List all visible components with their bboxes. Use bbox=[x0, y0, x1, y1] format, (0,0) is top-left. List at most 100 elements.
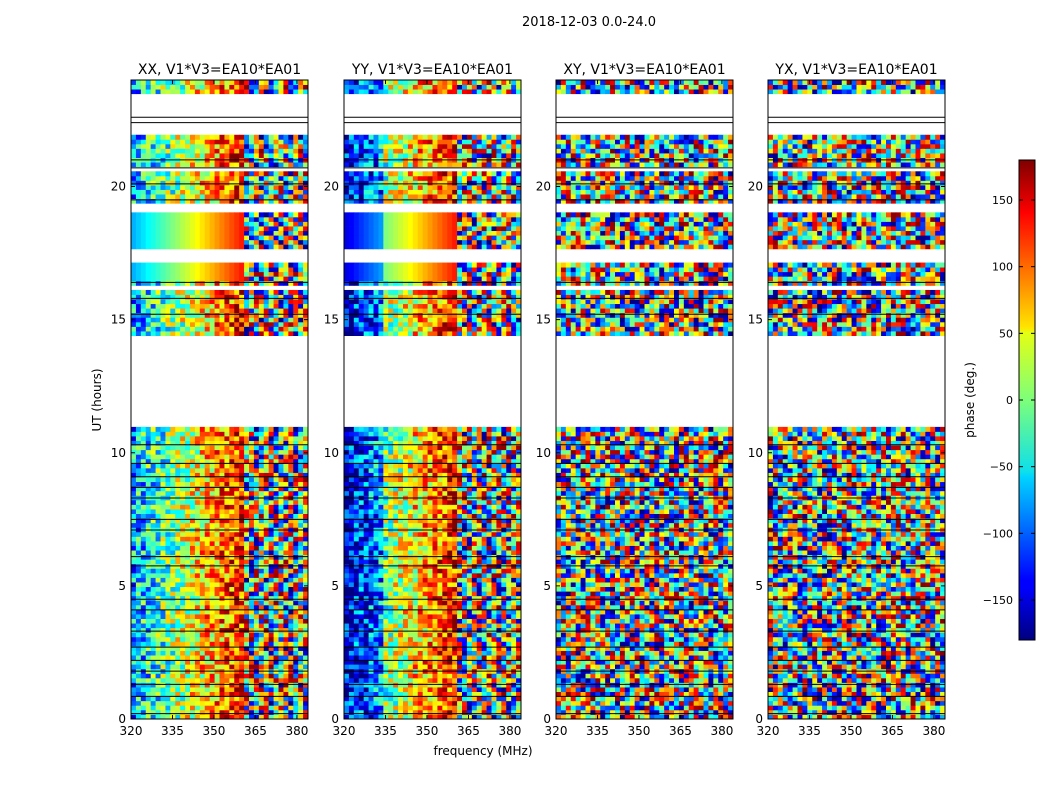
heatmap-cell bbox=[131, 604, 137, 610]
heatmap-cell bbox=[180, 673, 186, 679]
heatmap-cell bbox=[219, 536, 225, 542]
heatmap-cell bbox=[501, 632, 507, 638]
heatmap-cell bbox=[442, 572, 448, 578]
heatmap-cell bbox=[273, 554, 279, 560]
heatmap-cell bbox=[298, 271, 304, 277]
heatmap-cell bbox=[471, 586, 478, 592]
heatmap-cell bbox=[293, 477, 299, 483]
heatmap-cell bbox=[185, 80, 191, 85]
heatmap-cell bbox=[388, 609, 394, 615]
heatmap-cell bbox=[407, 645, 414, 651]
heatmap-cell bbox=[288, 267, 294, 273]
heatmap-cell bbox=[268, 198, 274, 204]
heatmap-cell bbox=[268, 705, 274, 711]
heatmap-cell bbox=[432, 623, 438, 629]
heatmap-cell bbox=[268, 673, 274, 679]
heatmap-cell bbox=[160, 426, 166, 432]
heatmap-cell bbox=[258, 235, 265, 241]
heatmap-cell bbox=[214, 659, 220, 665]
heatmap-cell bbox=[452, 687, 458, 693]
heatmap-cell bbox=[344, 632, 350, 638]
heatmap-cell bbox=[476, 659, 483, 665]
heatmap-cell bbox=[253, 134, 260, 140]
heatmap-cell bbox=[209, 463, 215, 469]
heatmap-cell bbox=[298, 499, 304, 505]
heatmap-cell bbox=[293, 568, 299, 574]
heatmap-cell bbox=[155, 198, 161, 204]
heatmap-cell bbox=[160, 540, 166, 546]
heatmap-cell bbox=[140, 659, 147, 665]
heatmap-cell bbox=[491, 577, 497, 583]
heatmap-cell bbox=[239, 591, 245, 597]
heatmap-cell bbox=[194, 586, 201, 592]
heatmap-cell bbox=[155, 709, 161, 715]
heatmap-cell bbox=[363, 577, 369, 583]
heatmap-cell bbox=[239, 682, 245, 688]
heatmap-cell bbox=[263, 235, 270, 241]
heatmap-cell bbox=[214, 559, 220, 565]
heatmap-cell bbox=[194, 321, 201, 327]
heatmap-cell bbox=[219, 175, 225, 181]
heatmap-cell bbox=[185, 467, 191, 473]
heatmap-cell bbox=[175, 705, 181, 711]
heatmap-cell bbox=[511, 709, 517, 715]
heatmap-cell bbox=[263, 691, 270, 697]
heatmap-cell bbox=[278, 696, 284, 702]
heatmap-cell bbox=[239, 226, 245, 232]
heatmap-cell bbox=[358, 677, 365, 683]
heatmap-cell bbox=[244, 709, 250, 715]
heatmap-cell bbox=[190, 691, 196, 697]
heatmap-cell bbox=[268, 559, 274, 565]
heatmap-cell bbox=[199, 540, 206, 546]
heatmap-cell bbox=[180, 436, 186, 441]
heatmap-cell bbox=[155, 153, 161, 158]
heatmap-cell bbox=[263, 326, 270, 332]
heatmap-cell bbox=[368, 700, 374, 706]
heatmap-cell bbox=[135, 162, 142, 168]
heatmap-cell bbox=[145, 531, 152, 537]
heatmap-cell bbox=[204, 586, 211, 592]
heatmap-cell bbox=[393, 650, 399, 656]
heatmap-cell bbox=[190, 267, 196, 273]
heatmap-cell bbox=[393, 682, 399, 688]
heatmap-cell bbox=[131, 289, 137, 295]
heatmap-cell bbox=[204, 572, 211, 578]
heatmap-cell bbox=[224, 636, 230, 642]
heatmap-cell bbox=[180, 175, 186, 181]
heatmap-cell bbox=[131, 714, 137, 720]
heatmap-cell bbox=[234, 481, 240, 487]
heatmap-cell bbox=[199, 80, 206, 85]
heatmap-cell bbox=[209, 467, 215, 473]
heatmap-cell bbox=[160, 687, 166, 693]
heatmap-cell bbox=[194, 148, 201, 154]
heatmap-cell bbox=[229, 134, 235, 140]
suptitle: 2018-12-03 0.0-24.0 bbox=[522, 15, 656, 30]
heatmap-cell bbox=[244, 595, 250, 601]
heatmap-cell bbox=[447, 568, 453, 574]
heatmap-cell bbox=[239, 436, 245, 441]
heatmap-cell bbox=[268, 331, 274, 336]
heatmap-cell bbox=[486, 650, 492, 656]
heatmap-cell bbox=[160, 308, 166, 314]
heatmap-cell bbox=[466, 641, 473, 647]
heatmap-cell bbox=[353, 609, 360, 615]
heatmap-cell bbox=[283, 714, 289, 720]
heatmap-cell bbox=[481, 673, 487, 679]
heatmap-cell bbox=[204, 554, 211, 560]
heatmap-cell bbox=[219, 696, 225, 702]
heatmap-cell bbox=[160, 545, 166, 551]
heatmap-cell bbox=[263, 595, 270, 601]
heatmap-cell bbox=[170, 472, 176, 478]
heatmap-cell bbox=[190, 440, 196, 446]
heatmap-cell bbox=[471, 627, 478, 633]
heatmap-cell bbox=[496, 687, 502, 693]
heatmap-cell bbox=[437, 636, 443, 642]
heatmap-cell bbox=[298, 600, 304, 606]
heatmap-cell bbox=[155, 586, 161, 592]
heatmap-cell bbox=[506, 696, 512, 702]
heatmap-cell bbox=[199, 139, 206, 145]
heatmap-cell bbox=[214, 623, 220, 629]
heatmap-cell bbox=[160, 513, 166, 519]
heatmap-cell bbox=[481, 659, 487, 665]
heatmap-cell bbox=[298, 212, 304, 218]
